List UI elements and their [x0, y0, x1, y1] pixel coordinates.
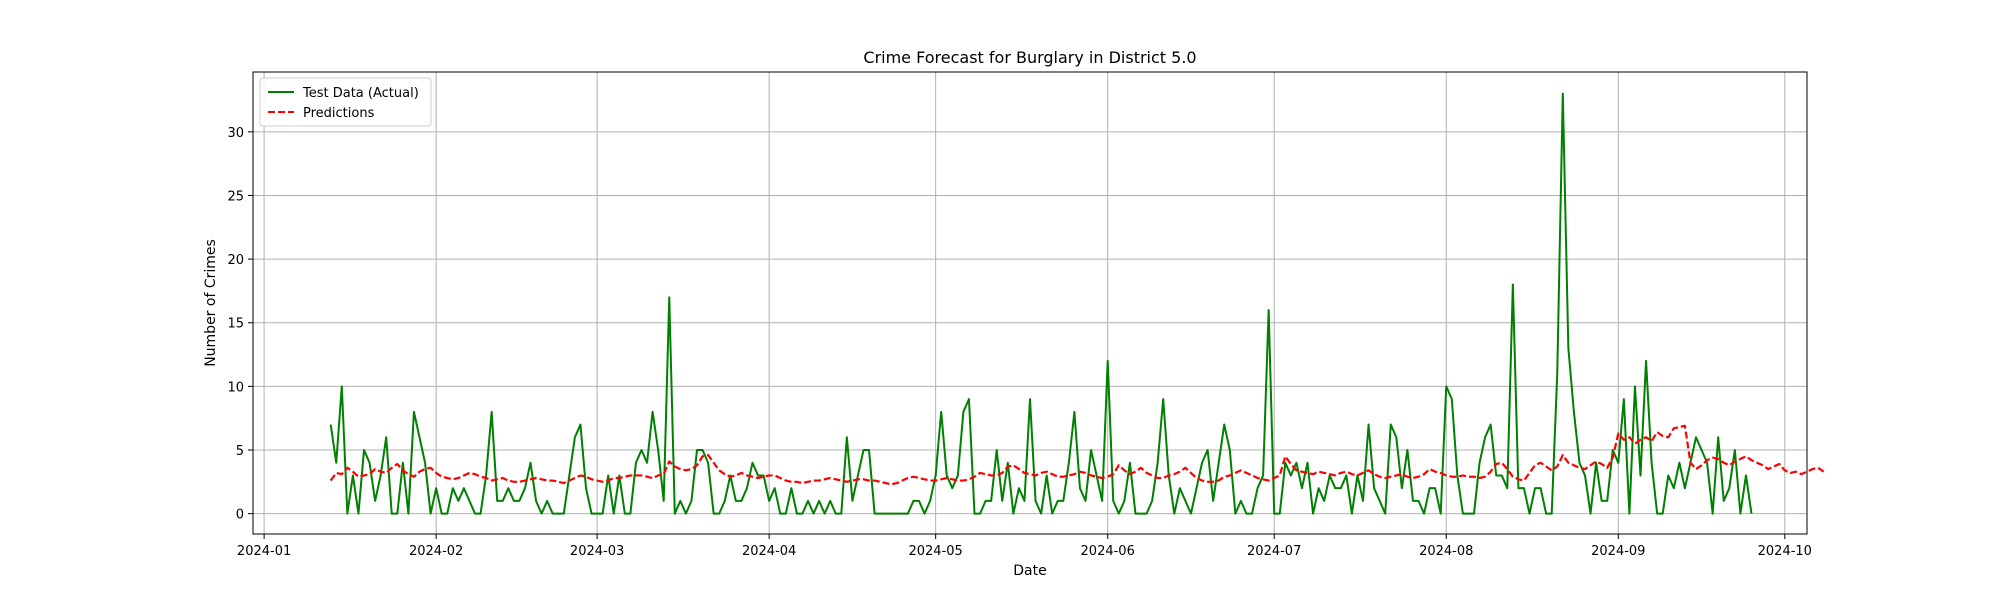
x-axis-ticks: 2024-01 2024-02 2024-03 2024-04 2024-05 2024-… — [237, 534, 1812, 559]
y-tick-label: 15 — [227, 317, 244, 332]
y-tick-label: 0 — [236, 508, 244, 523]
legend-label: Predictions — [303, 106, 375, 121]
series-layer — [329, 92, 1825, 515]
y-axis-label: Number of Crimes — [203, 239, 219, 367]
y-tick-label: 30 — [227, 126, 244, 141]
x-tick-label: 2024-02 — [409, 544, 463, 559]
x-tick-label: 2024-05 — [908, 544, 962, 559]
x-tick-label: 2024-10 — [1758, 544, 1812, 559]
x-tick-label: 2024-09 — [1591, 544, 1645, 559]
x-tick-label: 2024-08 — [1419, 544, 1473, 559]
x-tick-label: 2024-03 — [570, 544, 624, 559]
y-tick-label: 25 — [227, 189, 244, 204]
x-tick-label: 2024-01 — [237, 544, 291, 559]
legend-label: Test Data (Actual) — [302, 86, 419, 101]
y-tick-label: 20 — [227, 253, 244, 268]
chart-title: Crime Forecast for Burglary in District … — [863, 48, 1196, 67]
legend: Test Data (Actual) Predictions — [259, 77, 432, 127]
y-axis-ticks: 0 5 10 15 20 25 30 — [227, 126, 253, 523]
x-axis-label: Date — [1013, 563, 1046, 579]
x-tick-label: 2024-04 — [742, 544, 796, 559]
y-tick-label: 5 — [236, 444, 244, 459]
x-tick-label: 2024-06 — [1081, 544, 1135, 559]
actual-data-line — [329, 92, 1753, 515]
predictions-line — [329, 424, 1825, 486]
plot-frame — [252, 71, 1808, 535]
legend-box — [259, 77, 432, 127]
y-tick-label: 10 — [227, 380, 244, 395]
x-tick-label: 2024-07 — [1247, 544, 1301, 559]
